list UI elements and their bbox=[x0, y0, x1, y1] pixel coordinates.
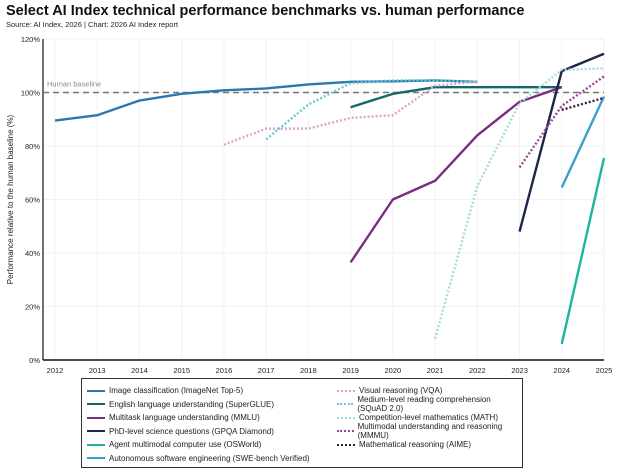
legend-column: Image classification (ImageNet Top-5) Eng… bbox=[87, 384, 310, 465]
legend-item: Visual reasoning (VQA) bbox=[337, 384, 522, 398]
legend-item: Mathematical reasoning (AIME) bbox=[337, 438, 522, 452]
x-tick-label: 2018 bbox=[300, 366, 317, 375]
series-line-2 bbox=[349, 86, 563, 264]
legend-column: Visual reasoning (VQA) Medium-level readi… bbox=[337, 384, 522, 452]
legend-swatch bbox=[337, 430, 354, 433]
y-tick-label: 40% bbox=[25, 249, 40, 258]
legend-swatch bbox=[87, 443, 105, 446]
legend-swatch bbox=[337, 443, 355, 446]
x-tick-label: 2012 bbox=[47, 366, 64, 375]
legend-label: PhD-level science questions (GPQA Diamon… bbox=[109, 426, 274, 436]
legend-item: Multimodal understanding and reasoning (… bbox=[337, 422, 522, 441]
series-line-10 bbox=[561, 96, 605, 112]
legend-swatch bbox=[337, 416, 355, 419]
series-line-9 bbox=[518, 75, 605, 169]
x-tick-label: 2022 bbox=[469, 366, 486, 375]
x-tick-label: 2013 bbox=[89, 366, 106, 375]
legend-swatch bbox=[87, 430, 105, 433]
series-line-4 bbox=[560, 157, 606, 345]
x-tick-label: 2017 bbox=[258, 366, 275, 375]
legend-label: Competition-level mathematics (MATH) bbox=[359, 413, 498, 423]
y-tick-label: 120% bbox=[21, 35, 41, 44]
y-tick-label: 20% bbox=[25, 303, 40, 312]
legend-label: Visual reasoning (VQA) bbox=[359, 386, 443, 396]
legend: Image classification (ImageNet Top-5) Eng… bbox=[81, 378, 523, 468]
chart-subtitle: Source: AI Index, 2026 | Chart: 2026 AI … bbox=[6, 20, 179, 29]
y-tick-label: 0% bbox=[29, 356, 40, 365]
chart-title: Select AI Index technical performance be… bbox=[6, 3, 525, 19]
legend-item: English language understanding (SuperGLU… bbox=[87, 398, 310, 412]
legend-label: English language understanding (SuperGLU… bbox=[109, 399, 274, 409]
human-baseline-label: Human baseline bbox=[47, 80, 101, 89]
y-axis-label: Performance relative to the human baseli… bbox=[6, 114, 15, 284]
legend-swatch bbox=[87, 403, 105, 406]
legend-item: Multitask language understanding (MMLU) bbox=[87, 411, 310, 425]
legend-label: Mathematical reasoning (AIME) bbox=[359, 440, 472, 450]
y-tick-label: 60% bbox=[25, 196, 40, 205]
series-line-1 bbox=[350, 85, 562, 109]
legend-item: Autonomous software engineering (SWE-ben… bbox=[87, 452, 310, 466]
legend-label: Multimodal understanding and reasoning (… bbox=[357, 422, 503, 441]
legend-swatch bbox=[337, 389, 355, 392]
legend-label: Agent multimodal computer use (OSWorld) bbox=[109, 440, 262, 450]
x-tick-label: 2023 bbox=[511, 366, 528, 375]
legend-swatch bbox=[87, 389, 105, 392]
x-tick-label: 2021 bbox=[427, 366, 444, 375]
legend-label: Multitask language understanding (MMLU) bbox=[109, 413, 260, 423]
legend-item: PhD-level science questions (GPQA Diamon… bbox=[87, 425, 310, 439]
series-line-5 bbox=[560, 96, 606, 188]
x-tick-label: 2014 bbox=[131, 366, 148, 375]
legend-swatch bbox=[337, 403, 354, 406]
legend-label: Image classification (ImageNet Top-5) bbox=[109, 386, 244, 396]
x-tick-label: 2025 bbox=[596, 366, 613, 375]
legend-swatch bbox=[87, 416, 105, 419]
legend-item: Competition-level mathematics (MATH) bbox=[337, 411, 522, 425]
y-tick-label: 100% bbox=[21, 89, 41, 98]
legend-label: Medium-level reading comprehension (SQuA… bbox=[357, 395, 491, 414]
legend-item: Agent multimodal computer use (OSWorld) bbox=[87, 438, 310, 452]
x-tick-label: 2020 bbox=[385, 366, 402, 375]
series-line-8 bbox=[433, 67, 605, 339]
legend-item: Medium-level reading comprehension (SQuA… bbox=[337, 395, 522, 414]
x-tick-label: 2024 bbox=[553, 366, 570, 375]
x-tick-label: 2016 bbox=[216, 366, 233, 375]
y-tick-label: 80% bbox=[25, 142, 40, 151]
legend-label: Autonomous software engineering (SWE-ben… bbox=[109, 453, 310, 463]
x-tick-label: 2015 bbox=[173, 366, 190, 375]
legend-swatch bbox=[87, 457, 105, 460]
legend-item: Image classification (ImageNet Top-5) bbox=[87, 384, 310, 398]
x-tick-label: 2019 bbox=[342, 366, 359, 375]
series-line-7 bbox=[265, 79, 478, 141]
